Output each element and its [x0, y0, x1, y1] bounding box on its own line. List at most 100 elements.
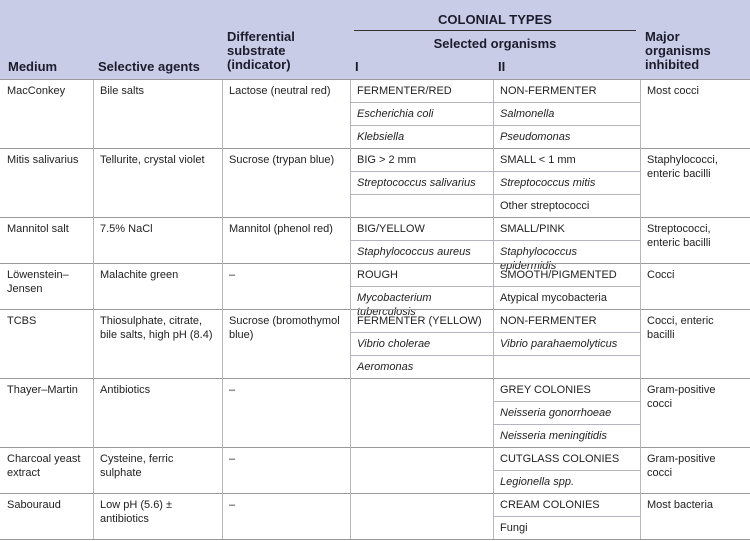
organism-cell: SMALL < 1 mm [500, 154, 576, 166]
organism-cell: Neisseria gonorrhoeae [500, 407, 612, 419]
header-band [0, 0, 750, 79]
sub-rule [494, 355, 640, 356]
cell-inhibited: Most bacteria [647, 499, 714, 511]
organism-cell: NON-FERMENTER [500, 85, 597, 97]
header-ii: II [498, 59, 506, 74]
row-rule [0, 378, 750, 379]
organism-cell: Staphylococcus epidermidis [500, 246, 578, 272]
organism-cell: Vibrio cholerae [357, 338, 431, 350]
cell-inhibited: Gram-positive cocci [647, 384, 716, 410]
organism-cell: Salmonella [500, 108, 555, 120]
organism-cell: Fungi [500, 522, 528, 534]
organism-cell: NON-FERMENTER [500, 315, 597, 327]
header-selective: Selective agents [98, 59, 200, 74]
sub-rule [351, 355, 493, 356]
organism-cell: SMALL/PINK [500, 223, 565, 235]
organism-cell: Mycobacterium tuberculosis [357, 292, 432, 318]
col-rule [350, 79, 351, 539]
organism-cell: Streptococcus salivarius [357, 177, 476, 189]
header-rule [354, 30, 636, 31]
col-rule [222, 79, 223, 539]
cell-medium: Mannitol salt [7, 223, 69, 235]
cell-medium: TCBS [7, 315, 37, 327]
col-rule [640, 79, 641, 539]
organism-cell: Other streptococci [500, 200, 590, 212]
row-rule [0, 148, 750, 149]
sub-rule [494, 332, 640, 333]
cell-medium: Charcoal yeast extract [7, 453, 81, 479]
row-rule [0, 309, 750, 310]
sub-rule [351, 125, 493, 126]
sub-rule [494, 286, 640, 287]
header-substrate: Differential substrate (indicator) [227, 29, 295, 72]
col-rule [493, 79, 494, 539]
cell-selective: Bile salts [100, 85, 145, 97]
sub-rule [494, 240, 640, 241]
sub-rule [351, 102, 493, 103]
organism-cell: FERMENTER/RED [357, 85, 452, 97]
sub-rule [494, 401, 640, 402]
sub-rule [494, 102, 640, 103]
cell-selective: Low pH (5.6) ± antibiotics [100, 499, 173, 525]
organism-cell: Aeromonas [357, 361, 414, 373]
col-rule [93, 79, 94, 539]
cell-selective: Thiosulphate, citrate, bile salts, high … [100, 315, 213, 341]
organism-cell: ROUGH [357, 269, 398, 281]
cell-inhibited: Staphylococci, enteric bacilli [647, 154, 718, 180]
cell-inhibited: Cocci [647, 269, 675, 281]
cell-substrate: Sucrose (trypan blue) [229, 154, 335, 166]
organism-cell: Klebsiella [357, 131, 405, 143]
organism-cell: GREY COLONIES [500, 384, 591, 396]
organism-cell: SMOOTH/PIGMENTED [500, 269, 617, 281]
organism-cell: CUTGLASS COLONIES [500, 453, 620, 465]
cell-substrate: – [229, 269, 236, 281]
organism-cell: Escherichia coli [357, 108, 434, 120]
cell-selective: Tellurite, crystal violet [100, 154, 205, 166]
cell-inhibited: Gram-positive cocci [647, 453, 716, 479]
cell-medium: Löwenstein–Jensen [7, 269, 69, 295]
header-colonial: COLONIAL TYPES [438, 12, 552, 27]
cell-substrate: Sucrose (bromothymol blue) [229, 315, 340, 341]
row-rule [0, 217, 750, 218]
sub-rule [351, 240, 493, 241]
cell-substrate: – [229, 453, 236, 465]
cell-selective: 7.5% NaCl [100, 223, 153, 235]
cell-substrate: – [229, 499, 236, 511]
organism-cell: BIG/YELLOW [357, 223, 425, 235]
sub-rule [351, 286, 493, 287]
organism-cell: FERMENTER (YELLOW) [357, 315, 482, 327]
sub-rule [494, 470, 640, 471]
cell-substrate: Lactose (neutral red) [229, 85, 331, 97]
sub-rule [351, 171, 493, 172]
cell-selective: Malachite green [100, 269, 179, 281]
cell-medium: Thayer–Martin [7, 384, 78, 396]
cell-inhibited: Most cocci [647, 85, 699, 97]
header-inhibited: Major organisms inhibited [645, 29, 711, 72]
cell-selective: Cysteine, ferric sulphate [100, 453, 174, 479]
sub-rule [494, 516, 640, 517]
cell-inhibited: Streptococci, enteric bacilli [647, 223, 711, 249]
sub-rule [494, 424, 640, 425]
sub-rule [494, 171, 640, 172]
cell-medium: MacConkey [7, 85, 66, 97]
organism-cell: Streptococcus mitis [500, 177, 596, 189]
sub-rule [351, 194, 493, 195]
header-selected: Selected organisms [433, 36, 557, 51]
cell-inhibited: Cocci, enteric bacilli [647, 315, 714, 341]
organism-cell: Staphylococcus aureus [357, 246, 471, 258]
organism-cell: Legionella spp. [500, 476, 575, 488]
organism-cell: Vibrio parahaemolyticus [500, 338, 618, 350]
header-rule-bottom [0, 79, 750, 80]
sub-rule [494, 125, 640, 126]
row-rule [0, 493, 750, 494]
cell-selective: Antibiotics [100, 384, 151, 396]
organism-cell: Atypical mycobacteria [500, 292, 607, 304]
header-medium: Medium [8, 59, 58, 74]
organism-cell: Pseudomonas [500, 131, 571, 143]
cell-substrate: – [229, 384, 236, 396]
organism-cell: Neisseria meningitidis [500, 430, 607, 442]
sub-rule [351, 332, 493, 333]
header-i: I [355, 59, 359, 74]
organism-cell: CREAM COLONIES [500, 499, 600, 511]
